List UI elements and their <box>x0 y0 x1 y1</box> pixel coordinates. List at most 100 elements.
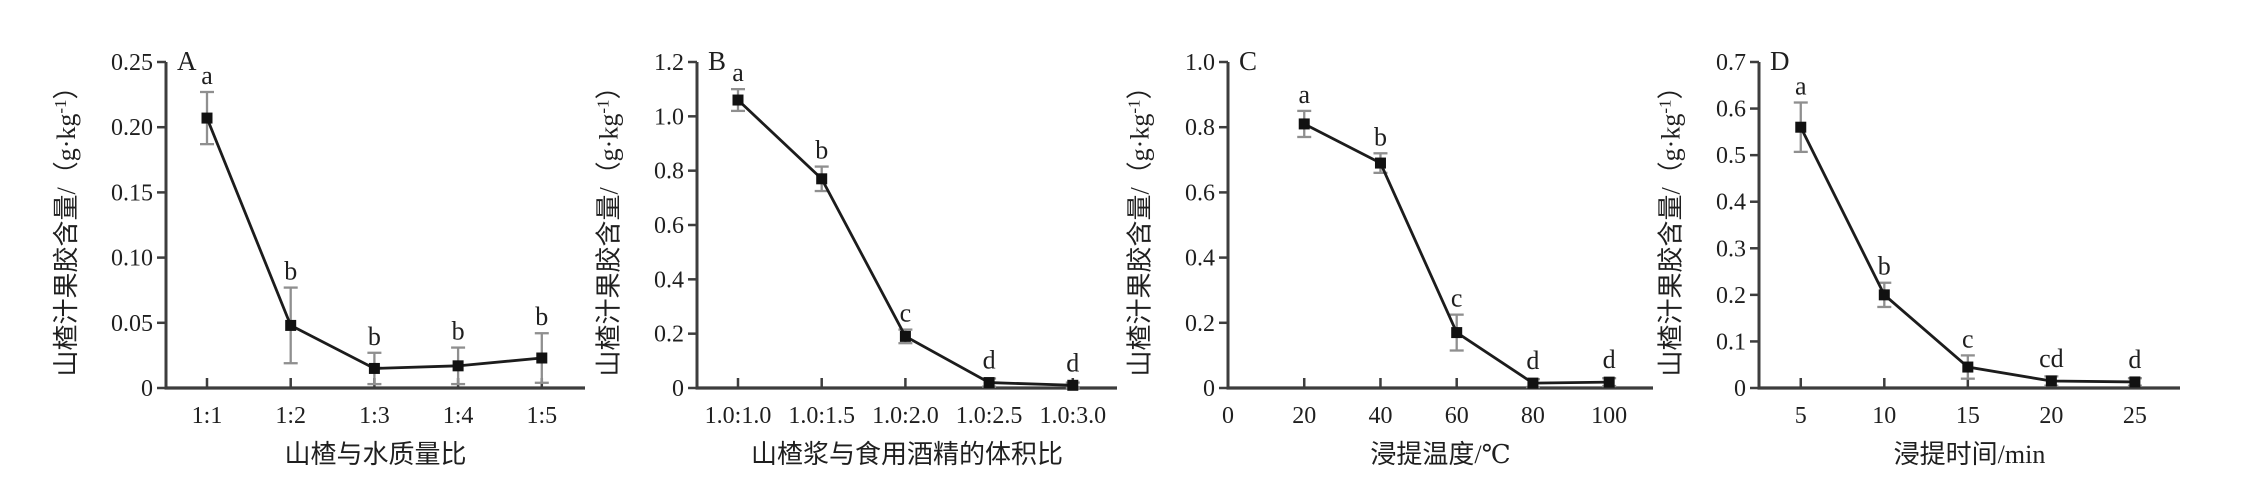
sig-label: a <box>732 58 744 87</box>
y-tick-label: 0 <box>672 376 684 402</box>
y-tick-label: 0.8 <box>1185 115 1215 141</box>
data-point <box>1527 377 1539 389</box>
data-point <box>536 352 548 364</box>
panel-letter: D <box>1770 46 1790 76</box>
x-tick-label: 5 <box>1795 403 1807 429</box>
y-tick-label: 0.2 <box>1716 283 1746 309</box>
y-tick-label: 0.05 <box>111 311 153 337</box>
sig-label: b <box>452 317 465 346</box>
sig-label: a <box>1795 72 1807 101</box>
sig-label: d <box>1603 345 1616 374</box>
y-tick-label: 0.10 <box>111 246 153 272</box>
data-point <box>1298 118 1310 130</box>
data-point <box>732 94 744 106</box>
sig-label: b <box>1878 252 1891 281</box>
x-tick-label: 10 <box>1872 403 1896 429</box>
y-tick-label: 0.4 <box>654 267 684 293</box>
y-tick-label: 0 <box>141 376 153 402</box>
x-tick-label: 1.0:2.0 <box>872 403 939 429</box>
y-tick-label: 0.2 <box>654 322 684 348</box>
y-tick-label: 1.0 <box>1185 50 1215 76</box>
sig-label: d <box>1526 346 1539 375</box>
sig-label: d <box>983 346 996 375</box>
y-tick-label: 0.6 <box>654 213 684 239</box>
x-tick-label: 1:5 <box>526 403 557 429</box>
x-tick-label: 100 <box>1591 403 1627 429</box>
sig-label: c <box>1451 284 1463 313</box>
data-point <box>1067 379 1079 391</box>
sig-label: c <box>1962 324 1974 353</box>
x-tick-label: 15 <box>1956 403 1980 429</box>
x-tick-label: 1:4 <box>443 403 474 429</box>
data-point <box>1795 121 1807 133</box>
data-point <box>368 362 380 374</box>
y-axis-title: 山楂汁果胶含量/（g·kg-1） <box>1125 73 1155 376</box>
x-tick-label: 1.0:1.0 <box>705 403 772 429</box>
sig-label: b <box>815 136 828 165</box>
panel-B: 0 0.2 0.4 0.6 0.8 1.0 1.2 1.0:1.0 1.0:1.5 1.0:2.0… <box>594 46 1117 469</box>
x-tick-label: 1.0:2.5 <box>956 403 1023 429</box>
y-tick-label: 0.8 <box>654 159 684 185</box>
data-point <box>452 360 464 372</box>
sig-label: a <box>201 61 213 90</box>
sig-label: cd <box>2039 344 2064 373</box>
sig-label: b <box>368 322 381 351</box>
data-point <box>285 319 297 331</box>
sig-label: d <box>2128 345 2141 374</box>
y-tick-label: 0 <box>1734 376 1746 402</box>
data-point <box>1603 376 1615 388</box>
y-tick-label: 0.2 <box>1185 311 1215 337</box>
data-point <box>1962 361 1974 373</box>
x-tick-label: 80 <box>1521 403 1545 429</box>
panel-letter: C <box>1239 46 1257 76</box>
data-point <box>1374 157 1386 169</box>
x-tick-label: 1.0:1.5 <box>788 403 855 429</box>
y-tick-label: 0.20 <box>111 115 153 141</box>
x-axis-title: 浸提时间/min <box>1894 440 2046 469</box>
x-tick-label: 0 <box>1222 403 1234 429</box>
y-tick-label: 1.2 <box>654 50 684 76</box>
sig-label: b <box>284 257 297 286</box>
x-tick-label: 40 <box>1368 403 1392 429</box>
x-axis-title: 山楂浆与食用酒精的体积比 <box>751 440 1063 469</box>
y-tick-label: 0.4 <box>1716 190 1746 216</box>
panel-D: 0 0.1 0.2 0.3 0.4 0.5 0.6 0.7 5 10 15 20 25 浸提时间/min 山… <box>1656 46 2180 469</box>
panel-A: 0 0.05 0.10 0.15 0.20 0.25 1:1 1:2 1:3 1:4 1:5 山楂与水… <box>51 46 585 469</box>
panel-C: 0 0.2 0.4 0.6 0.8 1.0 0 20 40 60 80 100 浸提温度/℃ 山楂汁果胶含… <box>1125 46 1653 469</box>
y-tick-label: 0 <box>1203 376 1215 402</box>
x-tick-label: 1.0:3.0 <box>1039 403 1106 429</box>
panel-letter: B <box>708 46 726 76</box>
x-tick-label: 25 <box>2123 403 2147 429</box>
data-point <box>983 377 995 389</box>
data-point <box>2045 375 2057 387</box>
data-point <box>899 330 911 342</box>
y-axis-title: 山楂汁果胶含量/（g·kg-1） <box>594 73 624 376</box>
y-tick-label: 0.1 <box>1716 329 1746 355</box>
x-tick-label: 20 <box>2039 403 2063 429</box>
data-point <box>2129 376 2141 388</box>
x-tick-label: 1:1 <box>192 403 223 429</box>
x-axis-title: 山楂与水质量比 <box>284 440 466 469</box>
sig-label: a <box>1298 80 1310 109</box>
x-axis-title: 浸提温度/℃ <box>1370 440 1510 469</box>
data-point <box>1878 289 1890 301</box>
data-point <box>201 112 213 124</box>
data-point <box>1451 327 1463 339</box>
y-tick-label: 0.25 <box>111 50 153 76</box>
x-tick-label: 20 <box>1292 403 1316 429</box>
x-tick-label: 1:2 <box>275 403 306 429</box>
sig-label: b <box>535 302 548 331</box>
x-tick-label: 1:3 <box>359 403 390 429</box>
y-tick-label: 1.0 <box>654 104 684 130</box>
y-axis-title: 山楂汁果胶含量/（g·kg-1） <box>51 73 81 376</box>
x-tick-label: 60 <box>1445 403 1469 429</box>
y-tick-label: 0.7 <box>1716 50 1746 76</box>
y-tick-label: 0.5 <box>1716 143 1746 169</box>
y-axis-title: 山楂汁果胶含量/（g·kg-1） <box>1656 73 1686 376</box>
y-tick-label: 0.15 <box>111 180 153 206</box>
sig-label: d <box>1066 348 1079 377</box>
y-tick-label: 0.4 <box>1185 246 1215 272</box>
